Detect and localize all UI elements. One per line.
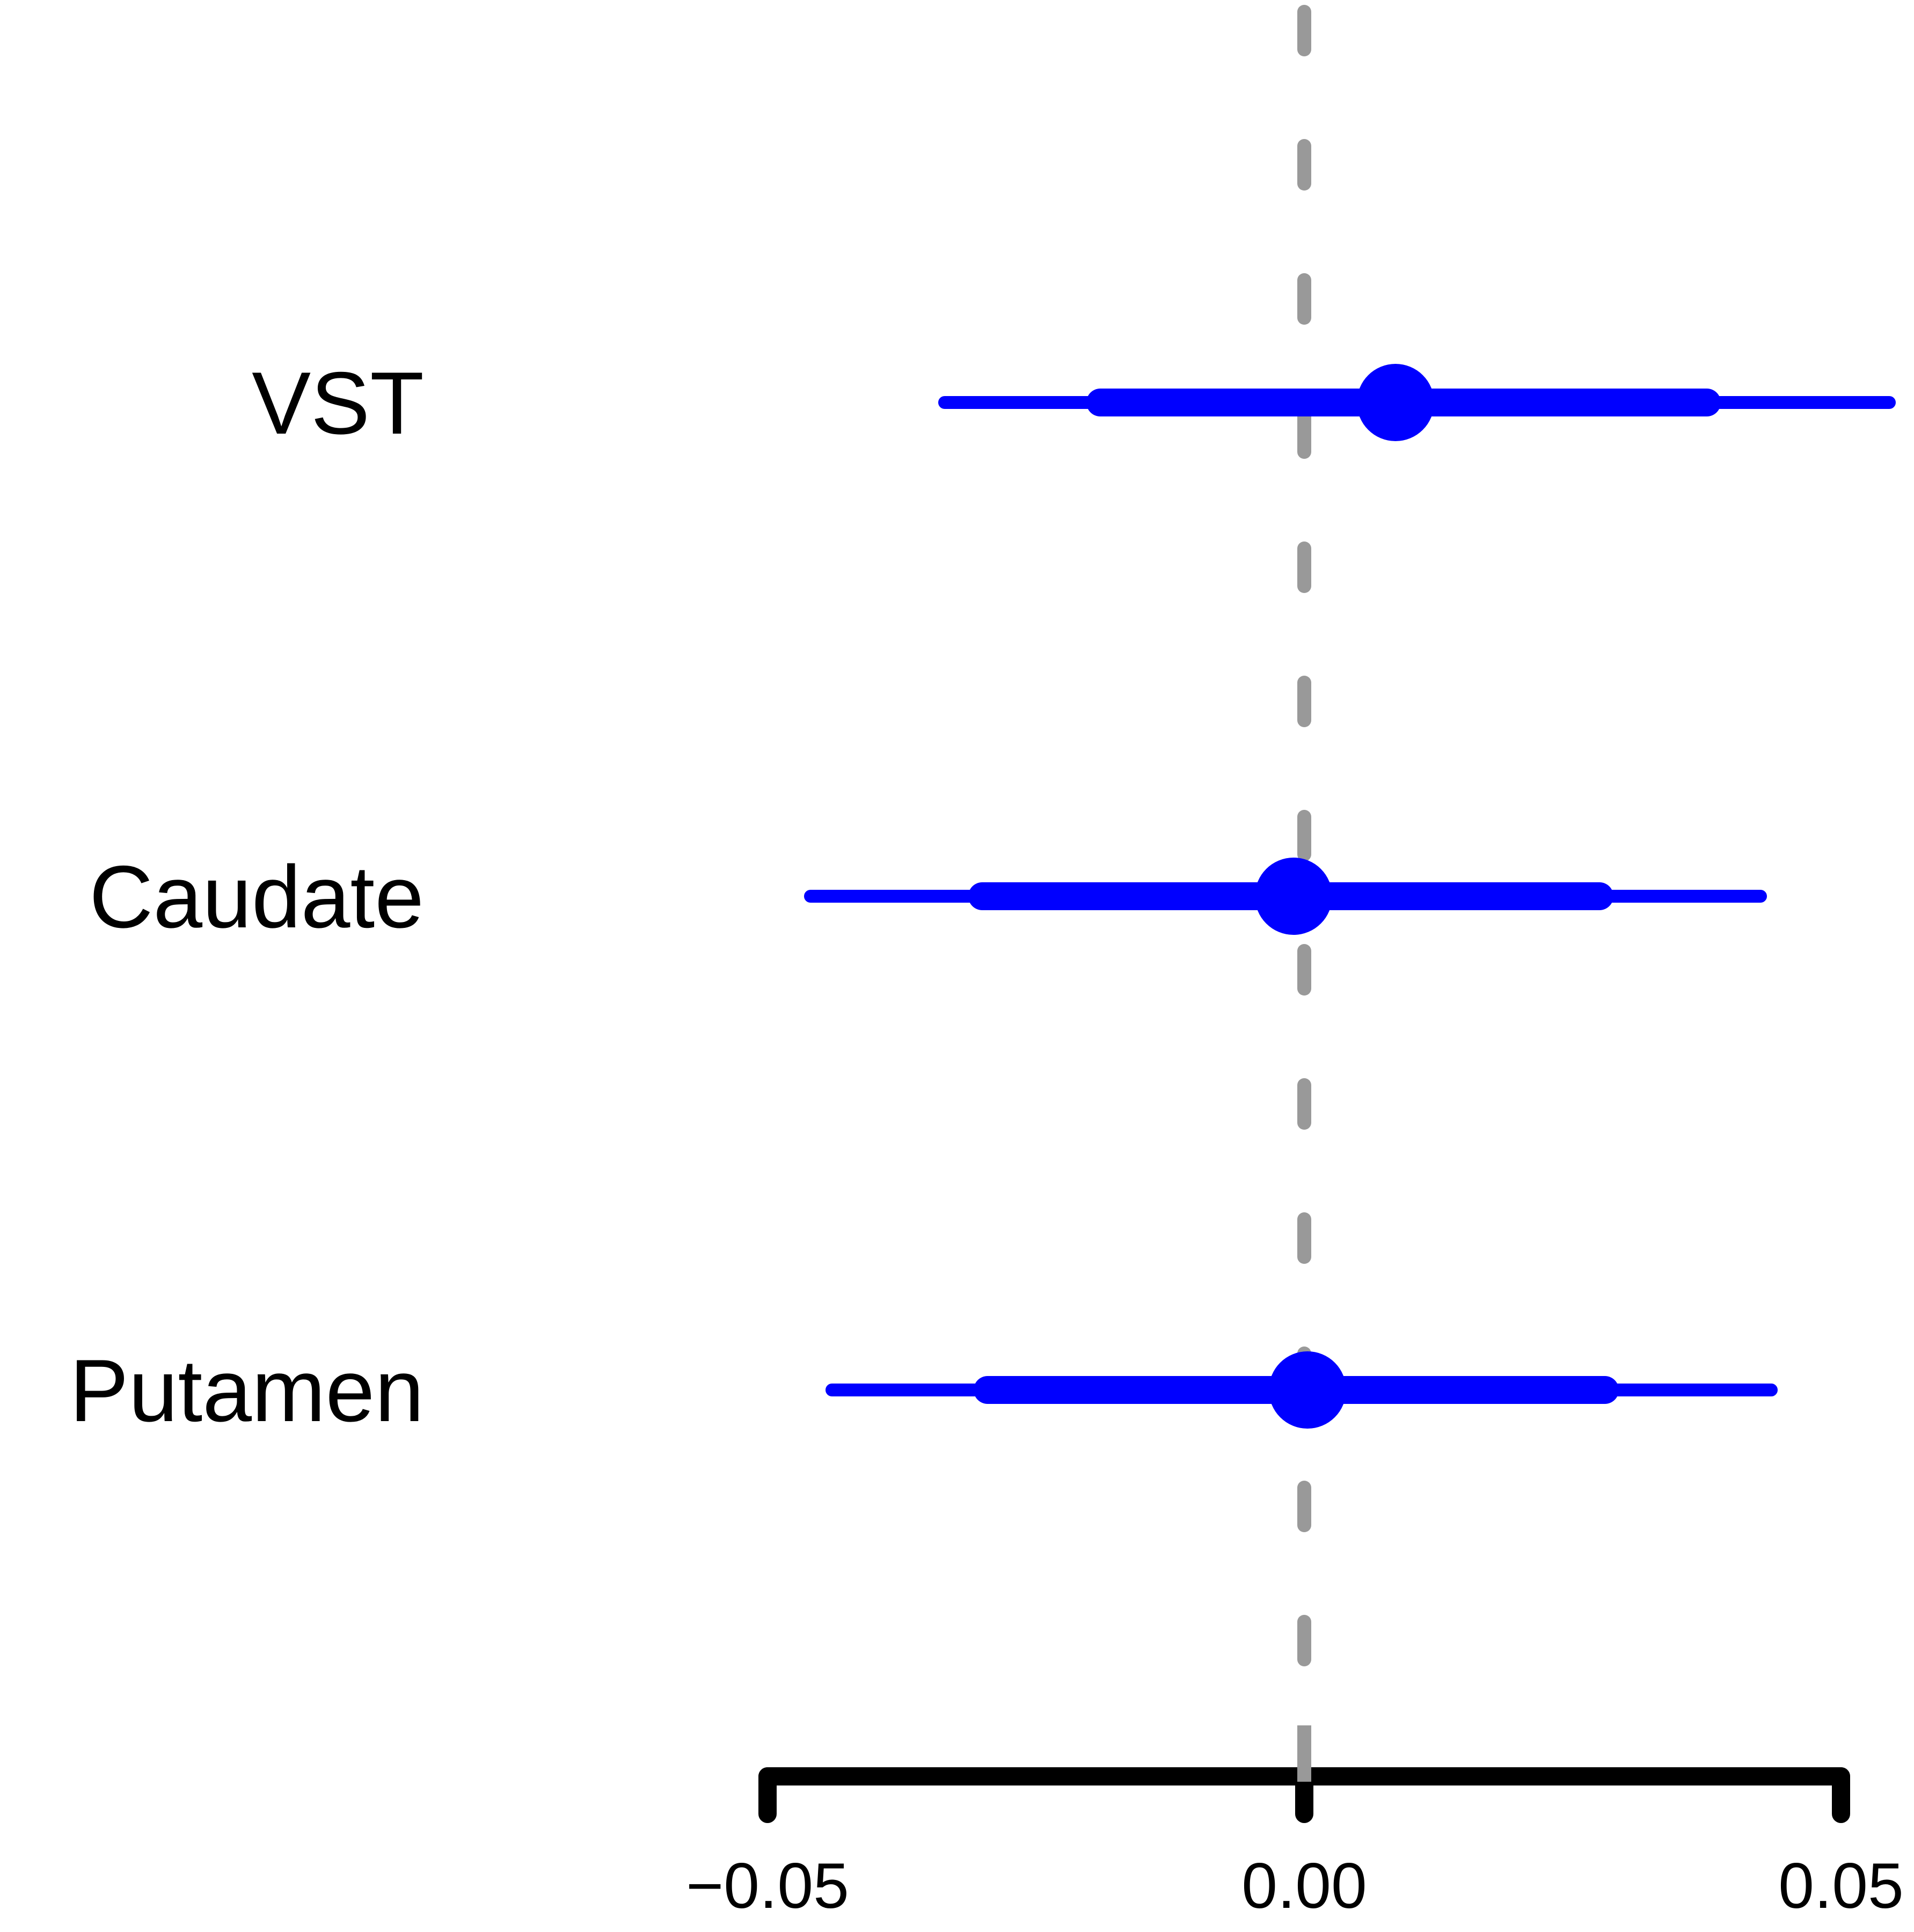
x-axis xyxy=(758,1767,1850,1823)
category-label: Putamen xyxy=(70,1341,424,1440)
point-estimate xyxy=(1255,858,1332,935)
estimate-row xyxy=(825,1351,1778,1429)
x-tick-label: 0.05 xyxy=(1778,1850,1904,1922)
estimate-row xyxy=(938,364,1896,441)
category-label: Caudate xyxy=(89,847,424,946)
point-estimate xyxy=(1269,1351,1346,1429)
category-label: VST xyxy=(252,354,424,452)
x-tick-label: −0.05 xyxy=(686,1850,849,1922)
estimates-layer xyxy=(804,364,1896,1429)
category-labels: VST Caudate Putamen xyxy=(70,354,424,1440)
x-tick-label: 0.00 xyxy=(1241,1850,1367,1922)
x-tick-labels: −0.05 0.00 0.05 xyxy=(686,1850,1904,1922)
estimate-row xyxy=(804,858,1767,935)
point-estimate xyxy=(1357,364,1434,441)
